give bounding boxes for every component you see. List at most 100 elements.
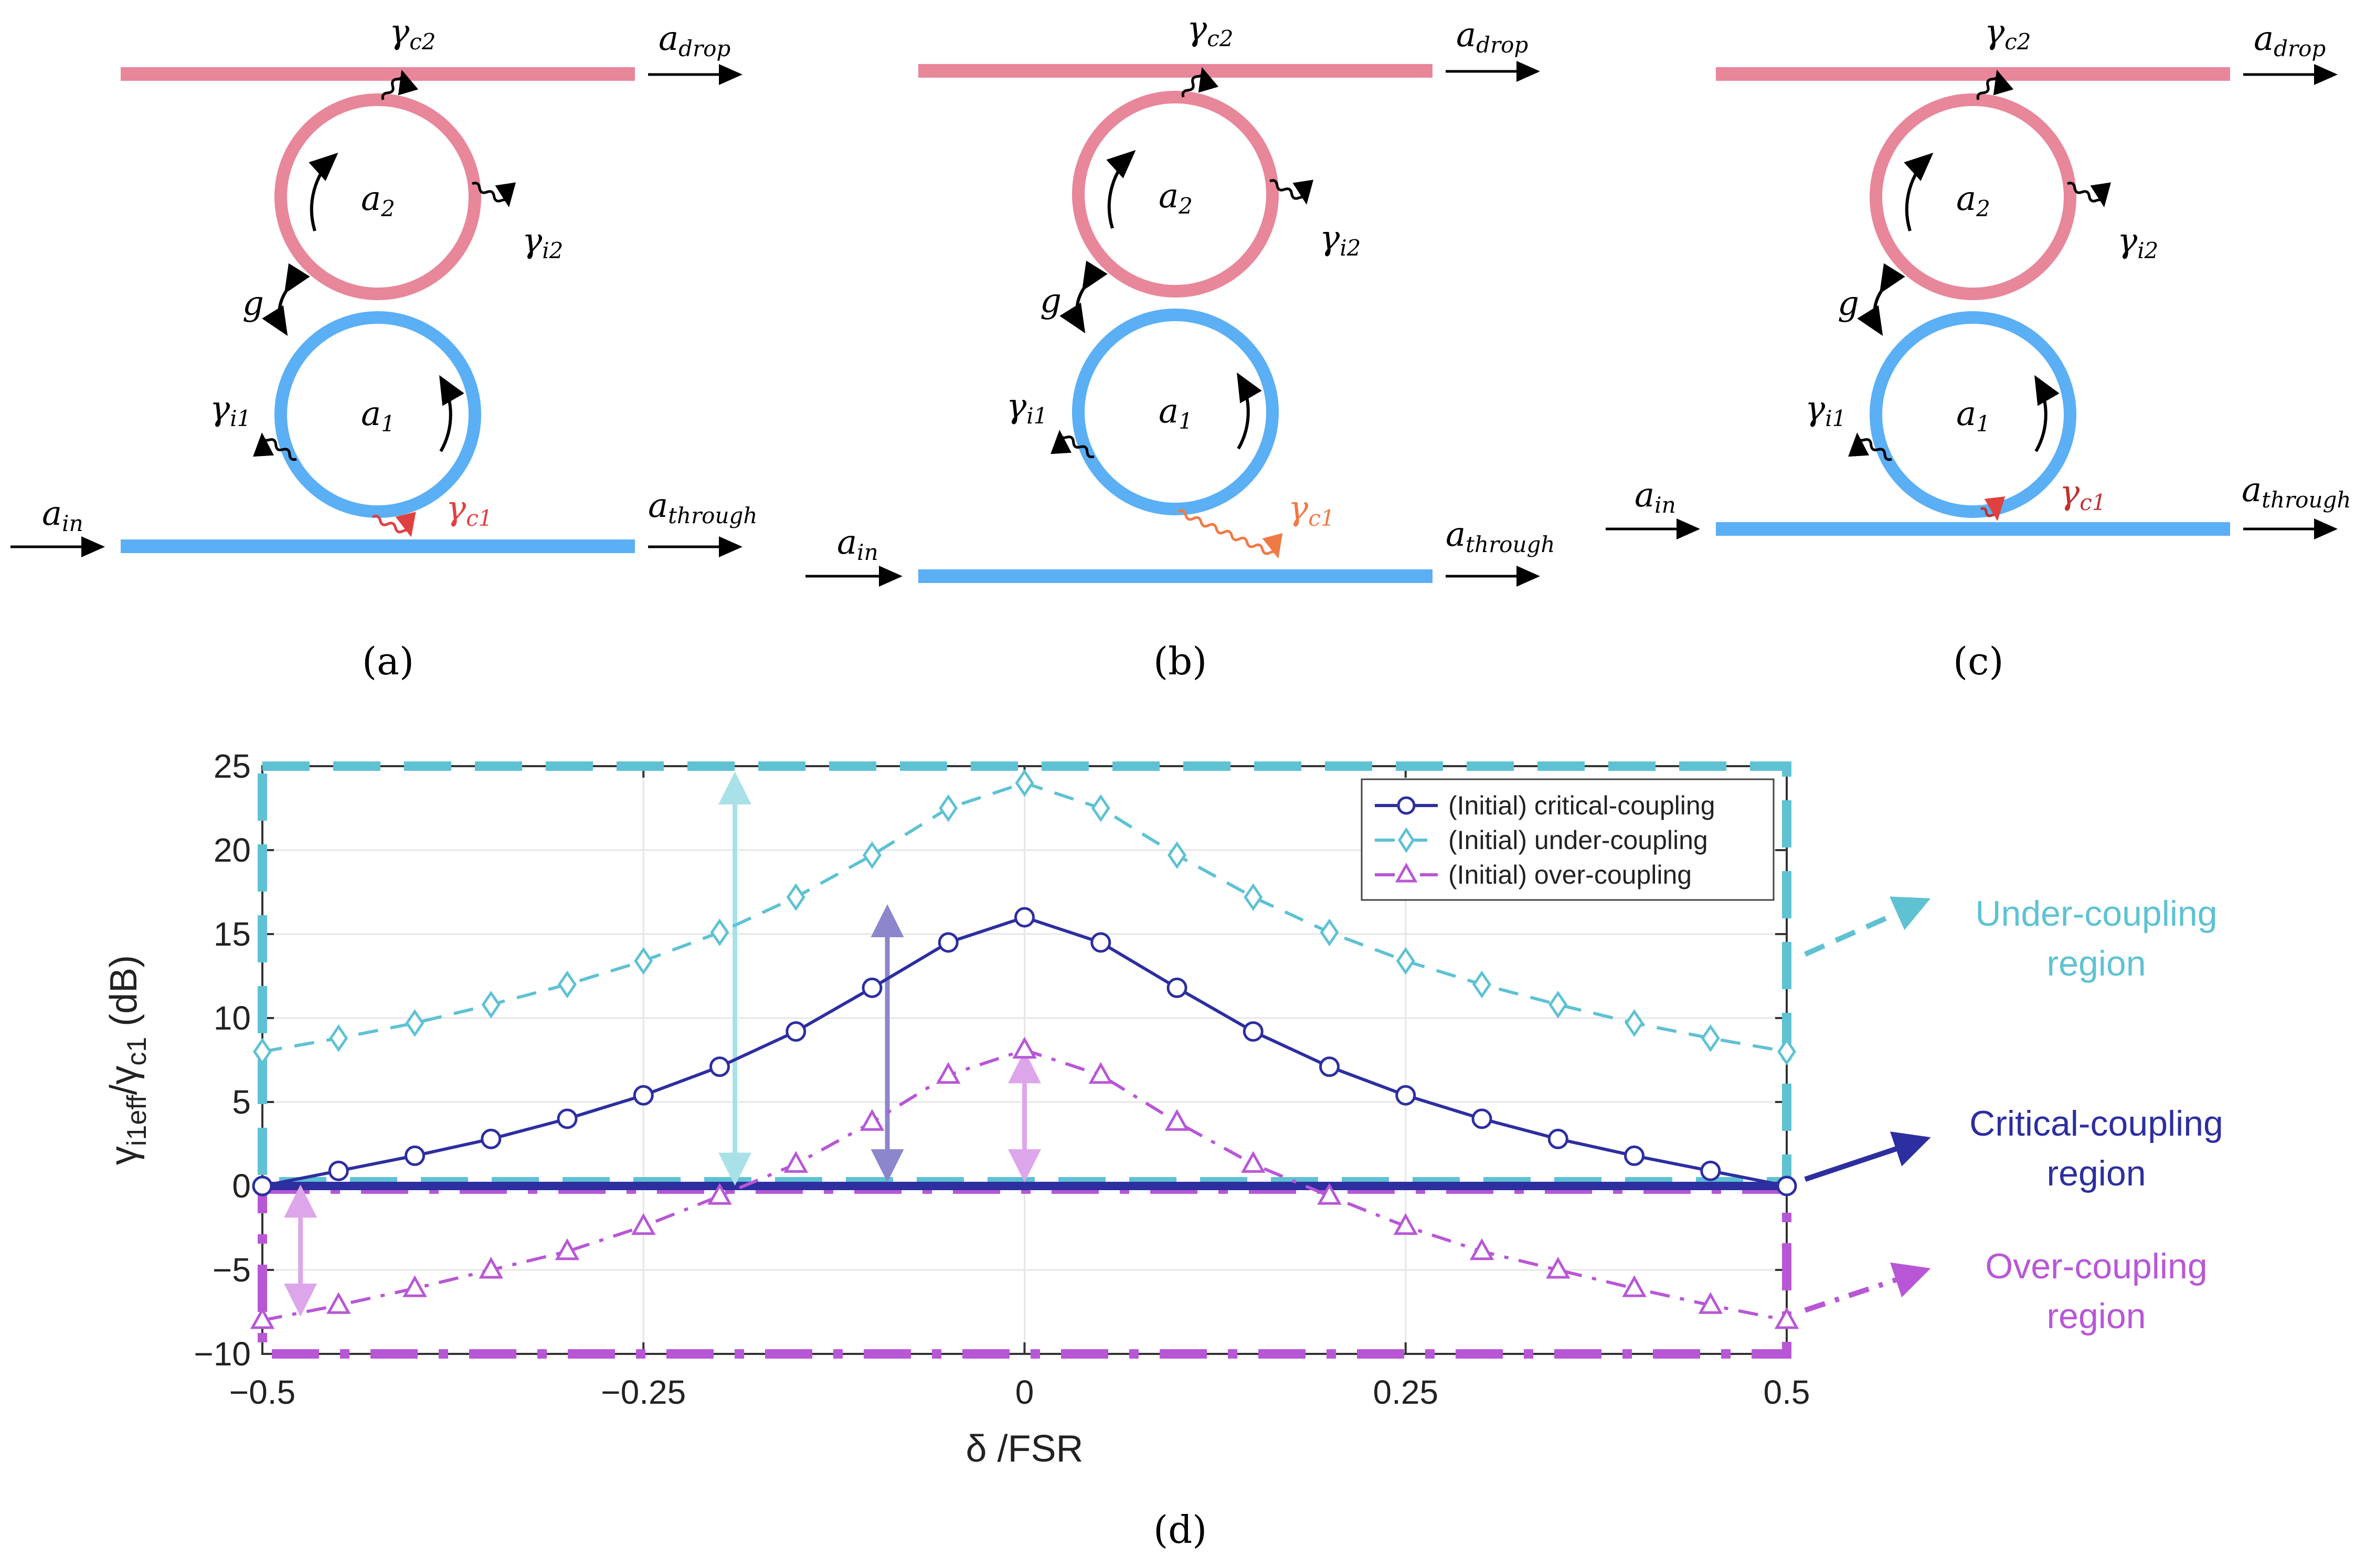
- data-point-triangle: [1622, 1275, 1647, 1297]
- y-tick-label: −10: [194, 1335, 251, 1373]
- x-tick-label: 0.5: [1764, 1373, 1810, 1411]
- gamma-c1-label: γc1: [446, 489, 493, 531]
- data-point-circle: [1243, 1021, 1264, 1042]
- a1-label: a1: [1159, 392, 1193, 434]
- data-point-triangle: [936, 1062, 961, 1084]
- region-label-line2: region: [2046, 1153, 2146, 1193]
- ring-1-circulation-icon: [2034, 375, 2060, 452]
- through-waveguide: [121, 539, 635, 553]
- g-label: g: [1838, 284, 1859, 323]
- x-tick-label: −0.5: [229, 1373, 295, 1411]
- a-through-label: athrough: [1446, 515, 1555, 557]
- y-tick-label: 15: [214, 915, 251, 953]
- region-label-line2: region: [2046, 1296, 2146, 1336]
- data-point-diamond: [1091, 794, 1110, 822]
- gamma-i2-label: γi2: [1320, 219, 1361, 261]
- data-point-diamond: [939, 794, 958, 822]
- data-point-triangle: [1317, 1183, 1342, 1205]
- critical-coupling-region-arrow: [1804, 1131, 1931, 1182]
- data-point-triangle: [250, 1307, 275, 1329]
- gamma-i2-wave-icon: [2067, 182, 2112, 207]
- a-drop-label: adrop: [2254, 19, 2326, 61]
- data-point-circle: [1166, 977, 1187, 998]
- data-point-diamond: [862, 841, 882, 870]
- drop-waveguide: [918, 64, 1433, 78]
- y-tick-label: 10: [214, 999, 251, 1037]
- panel-b: ain adrop athrough a2 a1 g γc2 γi2 γi1 γ…: [805, 9, 1555, 683]
- a1-label: a1: [1956, 395, 1990, 437]
- data-point-triangle: [402, 1275, 427, 1297]
- gamma-i1-label: γi1: [1006, 387, 1047, 429]
- data-point-circle: [252, 1175, 273, 1196]
- data-point-circle: [709, 1056, 730, 1077]
- panel-c: ain adrop athrough a2 a1 g γc2 γi2 γi1 γ…: [1606, 13, 2351, 683]
- ring-1-circulation-icon: [439, 375, 464, 452]
- through-waveguide: [1716, 522, 2230, 536]
- gamma-i1-wave-icon: [1051, 430, 1095, 459]
- data-point-circle: [1395, 1085, 1416, 1106]
- x-tick-label: −0.25: [601, 1373, 686, 1411]
- data-point-diamond: [710, 918, 729, 947]
- data-point-diamond: [1320, 918, 1339, 947]
- gamma-c2-label: γc2: [1985, 13, 2031, 55]
- y-axis-label: γi1eff/γc1 (dB): [103, 955, 152, 1165]
- data-point-triangle: [1698, 1292, 1723, 1314]
- legend-marker-triangle: [1395, 862, 1418, 883]
- region-label-line2: region: [2046, 944, 2146, 983]
- a-through-label: athrough: [2242, 471, 2351, 513]
- data-point-circle: [1700, 1160, 1721, 1181]
- data-point-circle: [1014, 907, 1035, 928]
- a2-label: a2: [1159, 177, 1193, 219]
- panel-c-label: (c): [1953, 639, 2004, 683]
- y-tick-label: 25: [214, 747, 251, 785]
- ring-resonator-2: [1870, 93, 2076, 300]
- coupling-g-icon: [1857, 263, 1905, 336]
- a1-label: a1: [361, 395, 395, 437]
- data-point-diamond: [1244, 883, 1263, 912]
- legend-entry-label: (Initial) critical-coupling: [1448, 791, 1715, 820]
- data-point-diamond: [1167, 841, 1187, 870]
- gamma-c1-wave-icon: [1980, 496, 2006, 521]
- a-in-label: ain: [42, 494, 83, 536]
- coupling-g-icon: [262, 263, 310, 336]
- panel-a-label: (a): [362, 639, 414, 683]
- panel-b-label: (b): [1153, 639, 1207, 683]
- ring-2-circulation-icon: [309, 152, 338, 231]
- a-in-label: ain: [837, 523, 878, 565]
- data-point-circle: [481, 1128, 502, 1149]
- data-point-circle: [405, 1145, 425, 1166]
- x-tick-label: 0: [1015, 1373, 1034, 1411]
- a2-label: a2: [361, 179, 395, 221]
- a2-label: a2: [1956, 179, 1990, 221]
- data-point-diamond: [1015, 769, 1034, 797]
- drop-waveguide: [1716, 67, 2230, 81]
- ring-resonator-1: [1870, 311, 2076, 518]
- data-point-triangle: [631, 1213, 656, 1235]
- gamma-c1-label: γc1: [2060, 473, 2106, 515]
- ring-2-circulation-icon: [1106, 150, 1136, 229]
- data-point-diamond: [1777, 1037, 1797, 1066]
- a-in-label: ain: [1635, 476, 1676, 518]
- ring-resonator-2: [1072, 91, 1279, 298]
- y-tick-label: 20: [214, 831, 251, 869]
- y-tick-label: 0: [232, 1167, 251, 1205]
- data-point-circle: [557, 1108, 578, 1129]
- g-label: g: [1040, 282, 1062, 321]
- data-point-triangle: [326, 1292, 351, 1314]
- ring-resonator-2: [274, 93, 481, 300]
- over-coupling-region-arrow: [1804, 1262, 1931, 1313]
- legend-box: [1361, 778, 1775, 901]
- region-label-line1: Critical-coupling: [1969, 1104, 2223, 1143]
- ring-resonator-1: [274, 311, 481, 518]
- gamma-i1-label: γi1: [1805, 389, 1846, 431]
- data-point-triangle: [707, 1183, 732, 1205]
- ring-resonator-1: [1072, 309, 1279, 515]
- gamma-c2-wave-icon: [381, 69, 419, 100]
- data-point-circle: [862, 977, 883, 998]
- gamma-c2-label: γc2: [1187, 9, 1234, 51]
- x-tick-label: 0.25: [1373, 1373, 1438, 1411]
- y-tick-label: 5: [232, 1083, 251, 1121]
- ring-1-circulation-icon: [1237, 372, 1262, 450]
- legend-entry-label: (Initial) over-coupling: [1448, 860, 1692, 889]
- data-point-diamond: [405, 1009, 425, 1037]
